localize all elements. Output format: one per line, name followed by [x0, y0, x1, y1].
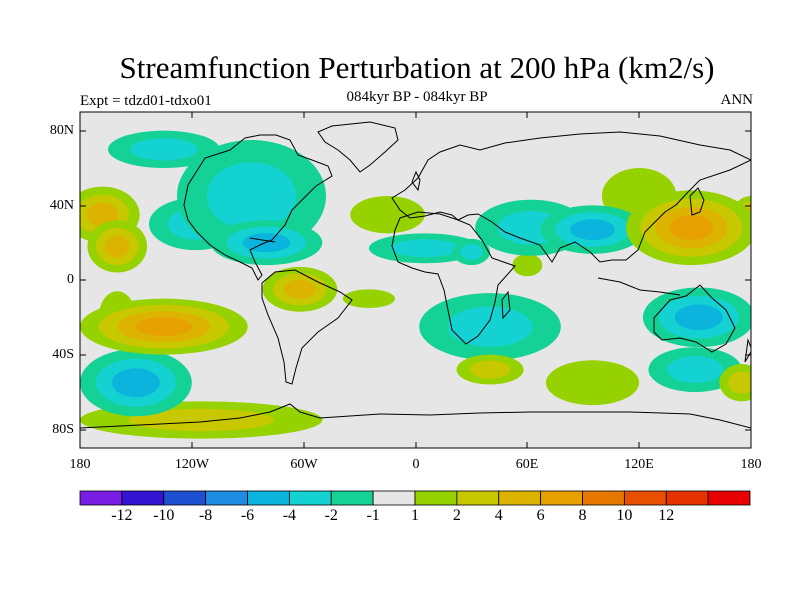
- colorbar-box: [665, 490, 709, 506]
- colorbar-label: 12: [658, 507, 675, 524]
- coastline-indonesia: [597, 277, 681, 296]
- colorbar-box: [288, 490, 332, 506]
- experiment-string: Expt = tdzd01-tdxo01: [80, 93, 212, 109]
- anomaly-field: [80, 130, 751, 439]
- anomaly-blob: [104, 235, 131, 258]
- anomaly-blob: [391, 239, 459, 258]
- lon-label-60w: 60W: [290, 457, 318, 472]
- coastline-madagascar: [501, 290, 511, 320]
- colorbar-box: [79, 490, 123, 506]
- lon-label-180w: 180: [69, 457, 91, 472]
- coastline-japan: [689, 187, 705, 216]
- axis-ticks: [80, 112, 751, 448]
- colorbar-label: 6: [536, 507, 545, 524]
- colorbar-label: -12: [111, 507, 133, 524]
- coastline-antarctica: [80, 403, 751, 429]
- coastlines: [80, 121, 751, 429]
- colorbar-label: 4: [494, 507, 503, 524]
- lon-label-120e: 120E: [624, 457, 654, 472]
- colorbar-box: [205, 490, 248, 506]
- lat-label-40s: 40S: [52, 347, 74, 362]
- coastline-eurasia: [391, 131, 751, 263]
- anomaly-blob: [669, 215, 714, 241]
- season-string: ANN: [720, 92, 754, 108]
- anomaly-blob: [545, 360, 640, 406]
- anomaly-blob: [350, 196, 425, 234]
- anomaly-blob: [86, 202, 119, 227]
- lon-label-0: 0: [412, 457, 420, 472]
- anomaly-blob: [130, 138, 198, 161]
- colorbar-label: 1: [411, 507, 419, 524]
- anomaly-blob: [674, 304, 723, 331]
- colorbar-box: [121, 490, 165, 506]
- anomaly-blob: [570, 219, 615, 241]
- anomaly-blob: [667, 356, 724, 384]
- lon-label-180e: 180: [740, 457, 762, 472]
- coastline-uk: [411, 170, 421, 192]
- colorbar-box: [540, 490, 583, 506]
- coastline-caribbean: [249, 237, 276, 243]
- lon-label-120w: 120W: [174, 457, 210, 472]
- colorbar-box: [623, 490, 667, 506]
- anomaly-blob: [460, 244, 483, 260]
- colorbar-label: 2: [452, 507, 461, 524]
- anomaly-blob: [469, 360, 511, 379]
- colorbar-label: -2: [324, 507, 338, 524]
- anomaly-blob: [283, 279, 316, 299]
- colorbar-label: -8: [198, 507, 213, 524]
- coastline-north-america: [183, 134, 333, 281]
- colorbar-box: [498, 490, 542, 506]
- colorbar-box: [582, 490, 625, 506]
- colorbar-box: [414, 490, 458, 506]
- coastline-greenland: [317, 121, 399, 173]
- plot-title: Streamfunction Perturbation at 200 hPa (…: [119, 50, 715, 85]
- coastline-australia: [653, 284, 736, 353]
- colorbar-box: [707, 490, 751, 506]
- colorbar-label: -6: [240, 507, 255, 524]
- anomaly-blob: [111, 368, 160, 398]
- period-string: 084kyr BP - 084kyr BP: [346, 89, 488, 105]
- anomaly-blob: [342, 289, 395, 308]
- colorbar-label: -1: [366, 507, 380, 524]
- anomaly-blob: [512, 253, 543, 277]
- lon-label-60e: 60E: [515, 457, 539, 472]
- coastline-new-zealand: [744, 338, 751, 363]
- colorbar-box: [456, 490, 500, 506]
- anomaly-blob: [206, 162, 297, 230]
- colorbar-label: -10: [153, 507, 175, 524]
- colorbar-label: 8: [578, 507, 587, 524]
- lat-label-eq: 0: [67, 272, 74, 287]
- colorbar-label: 10: [616, 507, 633, 524]
- colorbar-label: -4: [282, 507, 297, 524]
- colorbar: [79, 490, 751, 506]
- lat-label-80s: 80S: [52, 422, 74, 437]
- lat-label-40n: 40N: [49, 198, 74, 213]
- anomaly-blob: [447, 306, 533, 347]
- anomaly-blob: [135, 317, 192, 336]
- coastline-south-america: [261, 269, 353, 385]
- anomaly-blob: [728, 371, 751, 394]
- colorbar-box: [330, 490, 374, 506]
- lat-label-80n: 80N: [49, 123, 74, 138]
- coastline-africa: [391, 211, 516, 345]
- colorbar-box: [372, 490, 416, 506]
- colorbar-box: [247, 490, 290, 506]
- colorbar-box: [163, 490, 207, 506]
- anomaly-blob: [128, 408, 274, 432]
